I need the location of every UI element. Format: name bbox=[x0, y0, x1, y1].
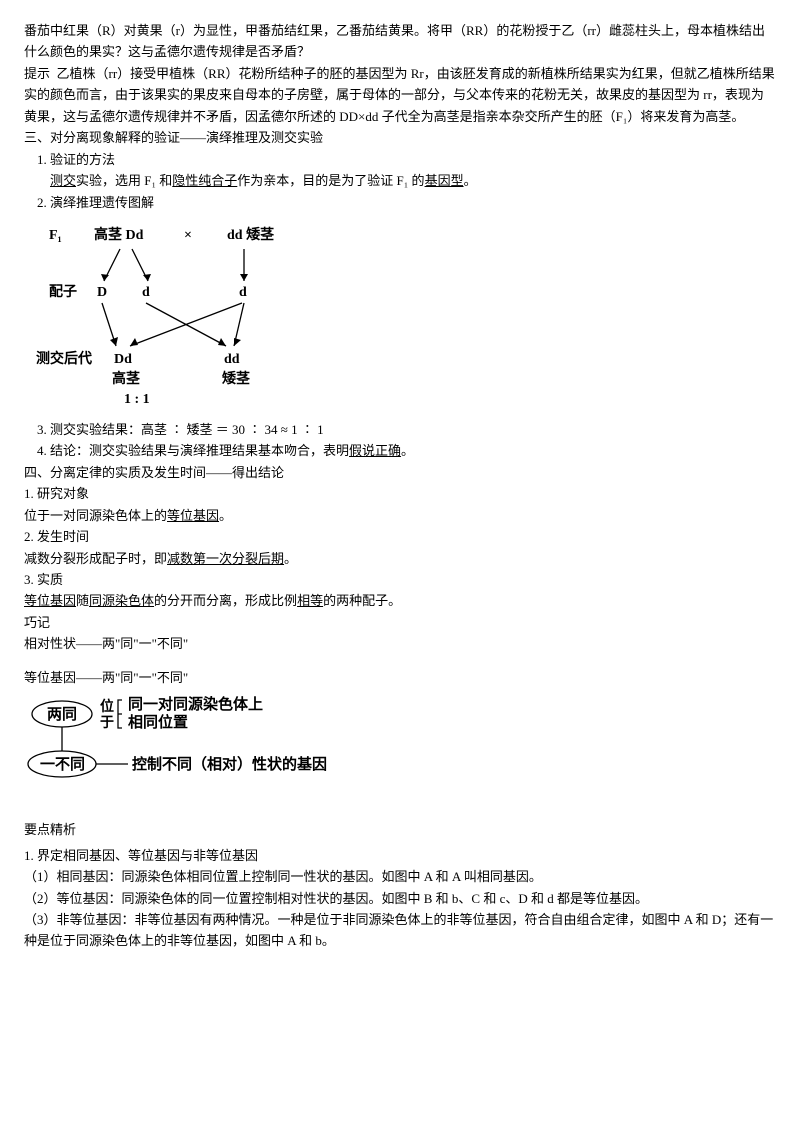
t: 。 bbox=[401, 443, 414, 458]
gao-label: 高茎 Dd bbox=[94, 226, 144, 243]
sec3-p4: 4. 结论：测交实验结果与演绎推理结果基本吻合，表明假说正确。 bbox=[24, 440, 776, 461]
two-same-label: 两同 bbox=[47, 706, 77, 723]
yaodian-title: 要点精析 bbox=[24, 819, 776, 840]
sec4-title: 四、分离定律的实质及发生时间——得出结论 bbox=[24, 462, 776, 483]
yaodian-i1c: （3）非等位基因：非等位基因有两种情况。一种是位于非同源染色体上的非等位基因，符… bbox=[24, 909, 776, 952]
sec4-s3t: 3. 实质 bbox=[24, 569, 776, 590]
bracket-diagram-svg: 两同 一不同 位 于 同一对同源染色体上 相同位置 控制不同（相对）性状的基因 bbox=[24, 696, 404, 791]
u-xiangdeng: 相等 bbox=[297, 593, 323, 608]
t: 减数分裂形成配子时，即 bbox=[24, 551, 167, 566]
u-jianshu: 减数第一次分裂后期 bbox=[167, 551, 284, 566]
intro-hint: 提示 乙植株（rr）接受甲植株（RR）花粉所结种子的胚的基因型为 Rr，由该胚发… bbox=[24, 63, 776, 127]
gao2-label: 高茎 bbox=[112, 370, 140, 387]
d-label2: d bbox=[239, 285, 247, 300]
sec3-p3: 3. 测交实验结果：高茎 ∶ 矮茎 ＝ 30 ∶ 34 ≈ 1 ∶ 1 bbox=[24, 419, 776, 440]
qiaoji-l1: 相对性状——两"同"一"不同" bbox=[24, 633, 776, 654]
u-dengwei2: 等位基因 bbox=[24, 593, 76, 608]
sec3-title: 三、对分离现象解释的验证——演绎推理及测交实验 bbox=[24, 127, 776, 148]
sec3-p2: 2. 演绎推理遗传图解 bbox=[24, 192, 776, 213]
intro-question: 番茄中红果（R）对黄果（r）为显性，甲番茄结红果，乙番茄结黄果。将甲（RR）的花… bbox=[24, 20, 776, 63]
u-jiashuo: 假说正确 bbox=[349, 443, 401, 458]
bracket-line2: 相同位置 bbox=[128, 713, 188, 731]
hint-label: 提示 bbox=[24, 66, 50, 81]
t: 。 bbox=[464, 173, 477, 188]
cross-diagram: F₁ 高茎 Dd × dd 矮茎 配子 D d d 测交后代 Dd dd 高茎 … bbox=[34, 221, 776, 411]
t: 作为亲本，目的是为了验证 F₁ 的 bbox=[237, 173, 424, 188]
u-dengwei: 等位基因 bbox=[167, 508, 219, 523]
D-label: D bbox=[97, 285, 107, 300]
sec3-p1b: 测交实验，选用 F₁ 和隐性纯合子作为亲本，目的是为了验证 F₁ 的基因型。 bbox=[24, 170, 776, 191]
sec4-s2t: 2. 发生时间 bbox=[24, 526, 776, 547]
ai-label: dd 矮茎 bbox=[227, 226, 274, 243]
u-jiyinxing: 基因型 bbox=[425, 173, 464, 188]
sec4-s2: 减数分裂形成配子时，即减数第一次分裂后期。 bbox=[24, 548, 776, 569]
d-label1: d bbox=[142, 285, 150, 300]
t: 4. 结论：测交实验结果与演绎推理结果基本吻合，表明 bbox=[37, 443, 349, 458]
t: 的两种配子。 bbox=[323, 593, 401, 608]
sec4-s1: 位于一对同源染色体上的等位基因。 bbox=[24, 505, 776, 526]
svg-text:于: 于 bbox=[100, 715, 114, 731]
cross-diagram-svg: F₁ 高茎 Dd × dd 矮茎 配子 D d d 测交后代 Dd dd 高茎 … bbox=[34, 221, 334, 411]
times-label: × bbox=[184, 228, 192, 243]
t: 。 bbox=[219, 508, 232, 523]
u-yinxing: 隐性纯合子 bbox=[172, 173, 237, 188]
t: 位于一对同源染色体上的 bbox=[24, 508, 167, 523]
t: 随 bbox=[76, 593, 89, 608]
ratio-label: 1 : 1 bbox=[124, 392, 150, 407]
f1-label: F₁ bbox=[49, 228, 62, 243]
u-cejiao: 测交 bbox=[50, 173, 76, 188]
Dd-label: Dd bbox=[114, 352, 132, 367]
peizi-label: 配子 bbox=[49, 284, 77, 300]
bracket-line1: 同一对同源染色体上 bbox=[128, 696, 263, 713]
bracket-line3: 控制不同（相对）性状的基因 bbox=[132, 755, 327, 773]
sec3-p1: 1. 验证的方法 bbox=[24, 149, 776, 170]
houdai-label: 测交后代 bbox=[36, 350, 92, 367]
bracket-diagram: 两同 一不同 位 于 同一对同源染色体上 相同位置 控制不同（相对）性状的基因 bbox=[24, 696, 776, 791]
yaodian-i1a: （1）相同基因：同源染色体相同位置上控制同一性状的基因。如图中 A 和 A 叫相… bbox=[24, 866, 776, 887]
dd-label: dd bbox=[224, 352, 240, 367]
t: 。 bbox=[284, 551, 297, 566]
qiaoji-l2: 等位基因——两"同"一"不同" bbox=[24, 667, 776, 688]
yaodian-i1: 1. 界定相同基因、等位基因与非等位基因 bbox=[24, 845, 776, 866]
t: 的分开而分离，形成比例 bbox=[154, 593, 297, 608]
ai2-label: 矮茎 bbox=[222, 370, 250, 387]
qiaoji: 巧记 bbox=[24, 612, 776, 633]
hint-text: 乙植株（rr）接受甲植株（RR）花粉所结种子的胚的基因型为 Rr，由该胚发育成的… bbox=[24, 66, 775, 124]
svg-text:位: 位 bbox=[100, 698, 114, 715]
u-tongyuan: 同源染色体 bbox=[89, 593, 154, 608]
t: 实验，选用 F₁ 和 bbox=[76, 173, 172, 188]
yaodian-i1b: （2）等位基因：同源染色体的同一位置控制相对性状的基因。如图中 B 和 b、C … bbox=[24, 888, 776, 909]
one-diff-label: 一不同 bbox=[40, 756, 85, 773]
sec4-s1t: 1. 研究对象 bbox=[24, 483, 776, 504]
sec4-s3: 等位基因随同源染色体的分开而分离，形成比例相等的两种配子。 bbox=[24, 590, 776, 611]
